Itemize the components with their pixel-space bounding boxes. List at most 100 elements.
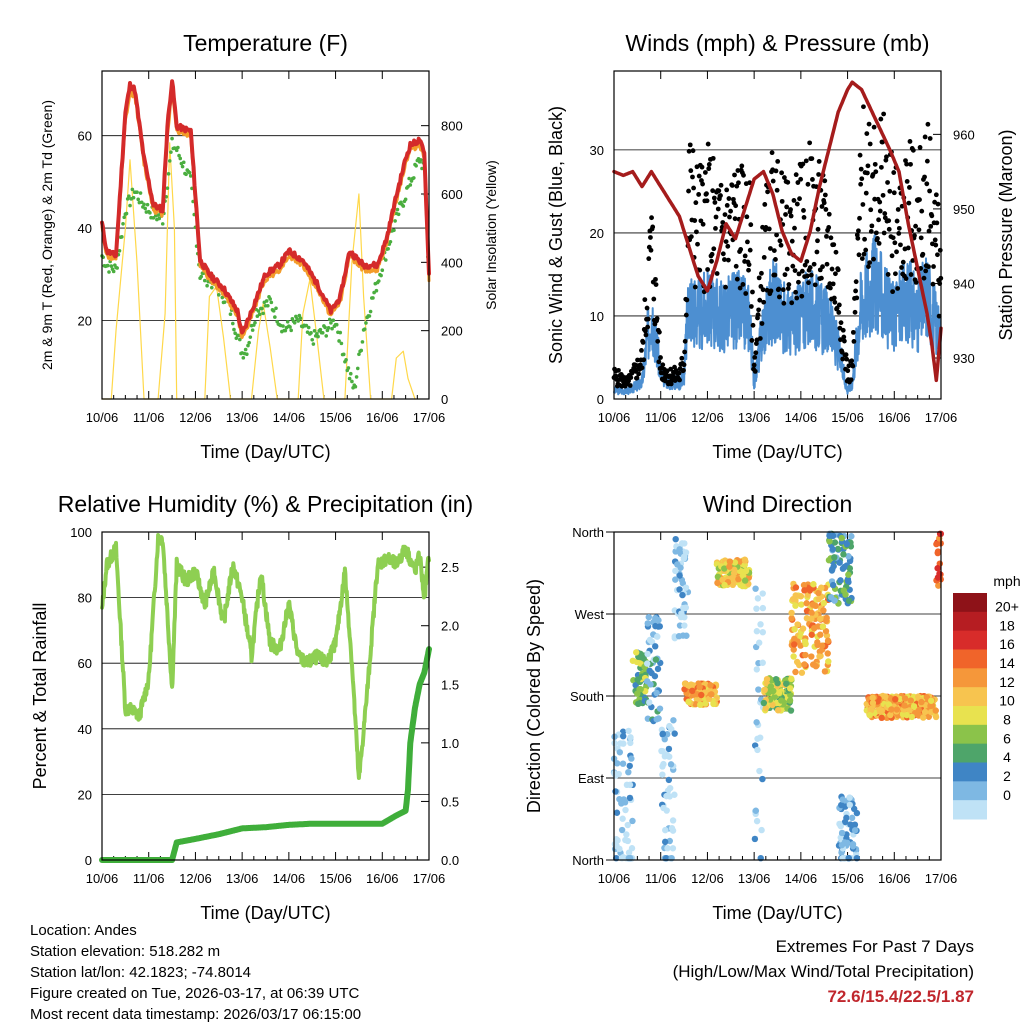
point-gust xyxy=(828,235,834,241)
point-wind-direction xyxy=(681,622,688,629)
point-dewpoint xyxy=(142,202,146,207)
point-wind-direction xyxy=(696,701,704,708)
point-wind-direction xyxy=(932,713,940,721)
point-gust xyxy=(779,170,785,176)
point-gust xyxy=(891,190,897,196)
point-gust xyxy=(916,227,922,233)
point-gust xyxy=(687,142,693,148)
point-dewpoint xyxy=(348,371,353,376)
point-wind-direction xyxy=(660,760,667,768)
point-gust xyxy=(922,174,927,180)
point-gust xyxy=(750,322,756,328)
point-dewpoint xyxy=(127,194,131,198)
point-wind-direction xyxy=(829,546,836,553)
point-gust xyxy=(823,207,829,212)
point-gust xyxy=(863,190,869,196)
point-gust xyxy=(819,275,824,281)
point-gust xyxy=(656,359,662,365)
point-gust xyxy=(927,188,933,194)
point-gust xyxy=(658,355,663,360)
point-gust xyxy=(706,162,712,167)
point-wind-direction xyxy=(817,631,824,638)
point-wind-direction xyxy=(760,699,768,707)
point-gust xyxy=(686,188,691,194)
point-wind-direction xyxy=(741,557,749,564)
point-gust xyxy=(746,267,751,273)
point-wind-direction xyxy=(786,685,794,692)
point-dewpoint xyxy=(145,202,150,207)
point-gust xyxy=(809,156,815,161)
point-wind-direction xyxy=(670,717,677,724)
point-gust xyxy=(857,152,863,158)
point-wind-direction xyxy=(826,532,833,539)
point-wind-direction xyxy=(848,814,856,822)
point-dewpoint xyxy=(350,379,354,384)
point-wind-direction xyxy=(661,753,669,760)
point-gust xyxy=(857,215,862,221)
point-wind-direction xyxy=(759,659,766,666)
figure-created: Figure created on Tue, 2026-03-17, at 06… xyxy=(30,985,360,1002)
point-gust xyxy=(877,208,883,214)
point-wind-direction xyxy=(685,698,692,705)
point-gust xyxy=(882,211,888,216)
point-wind-direction xyxy=(710,700,717,708)
point-wind-direction xyxy=(646,699,653,706)
x-tick-label-0-1: 11/06 xyxy=(133,410,165,425)
point-gust xyxy=(801,208,806,213)
point-gust xyxy=(724,202,730,208)
point-gust xyxy=(779,198,785,204)
point-gust xyxy=(812,282,818,288)
x-tick-label-0-0: 10/06 xyxy=(86,410,119,425)
point-wind-direction xyxy=(666,722,673,730)
point-dewpoint xyxy=(326,326,331,330)
point-dewpoint xyxy=(367,314,372,318)
point-wind-direction xyxy=(741,577,749,584)
point-gust xyxy=(654,316,660,321)
point-wind-direction xyxy=(619,760,627,767)
point-gust xyxy=(681,362,687,368)
point-dewpoint xyxy=(380,268,385,272)
point-gust xyxy=(927,136,933,141)
point-gust xyxy=(934,220,940,226)
point-gust xyxy=(711,246,717,252)
point-gust xyxy=(710,155,716,161)
point-wind-direction xyxy=(920,714,927,721)
point-wind-direction xyxy=(901,702,908,709)
point-gust xyxy=(734,276,740,282)
point-gust xyxy=(859,176,865,182)
point-gust xyxy=(824,261,830,267)
point-gust xyxy=(805,181,811,187)
point-gust xyxy=(856,228,861,234)
point-wind-direction xyxy=(818,642,826,649)
x-axis-label-1: Time (Day/UTC) xyxy=(712,442,842,462)
point-wind-direction xyxy=(731,559,739,566)
colorbar-swatch-4 xyxy=(953,668,987,688)
point-dewpoint xyxy=(143,206,148,211)
point-wind-direction xyxy=(823,614,830,622)
point-gust xyxy=(864,170,870,176)
point-wind-direction xyxy=(906,707,913,714)
point-gust xyxy=(733,203,739,209)
point-gust xyxy=(804,259,810,264)
point-gust xyxy=(757,336,763,341)
point-gust xyxy=(788,207,793,212)
series-total-precipitation xyxy=(99,646,432,863)
point-gust xyxy=(709,251,715,257)
point-gust xyxy=(861,251,867,257)
point-gust xyxy=(838,320,844,326)
point-wind-direction xyxy=(824,650,831,657)
point-gust xyxy=(853,288,859,294)
point-gust xyxy=(676,370,682,376)
point-gust xyxy=(643,332,649,338)
point-wind-direction xyxy=(837,577,844,584)
point-wind-direction xyxy=(801,587,808,594)
point-wind-direction xyxy=(846,794,853,801)
point-gust xyxy=(791,198,797,203)
x-tick-label-3-6: 16/06 xyxy=(878,871,911,886)
point-dewpoint xyxy=(316,334,320,339)
point-gust xyxy=(873,169,879,175)
point-gust xyxy=(867,141,873,147)
point-wind-direction xyxy=(669,817,677,824)
point-gust xyxy=(868,207,874,213)
point-wind-direction xyxy=(680,553,688,560)
